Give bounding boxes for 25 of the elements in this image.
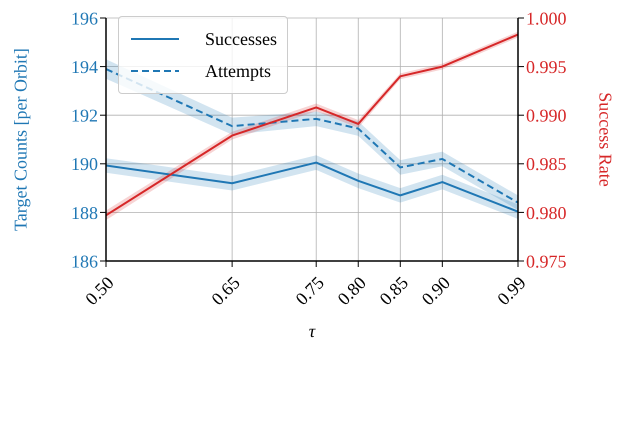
y-tick-label: 194	[71, 56, 98, 77]
legend-label: Attempts	[205, 60, 271, 82]
y-tick-label: 192	[71, 106, 98, 126]
line-series	[106, 162, 518, 213]
y-tick-label: 188	[71, 202, 98, 223]
x-axis-title: τ	[308, 321, 316, 341]
x-tick-label: 0.80	[334, 272, 370, 310]
x-tick-label: 0.50	[81, 272, 118, 310]
y-axis-title: Target Counts [per Orbit]	[10, 48, 30, 231]
y-tick-label: 196	[71, 8, 98, 28]
x-tick-label: 0.75	[292, 272, 328, 310]
y2-tick-label: 0.995	[526, 56, 566, 77]
y2-tick-label: 0.975	[526, 251, 566, 272]
x-tick-label: 0.90	[418, 272, 454, 310]
y2-tick-label: 0.985	[526, 154, 566, 174]
x-tick-label: 0.65	[207, 272, 244, 310]
y2-tick-label: 0.990	[526, 106, 566, 126]
x-tick-label: 0.85	[376, 272, 412, 310]
y-tick-label: 190	[71, 154, 98, 174]
x-tick-label: 0.99	[493, 272, 530, 310]
y2-tick-label: 1.000	[526, 8, 566, 28]
legend-label: Successes	[205, 28, 277, 50]
y2-axis-title: Success Rate	[596, 92, 616, 187]
y-tick-label: 186	[71, 251, 98, 272]
y2-tick-label: 0.980	[526, 202, 566, 223]
